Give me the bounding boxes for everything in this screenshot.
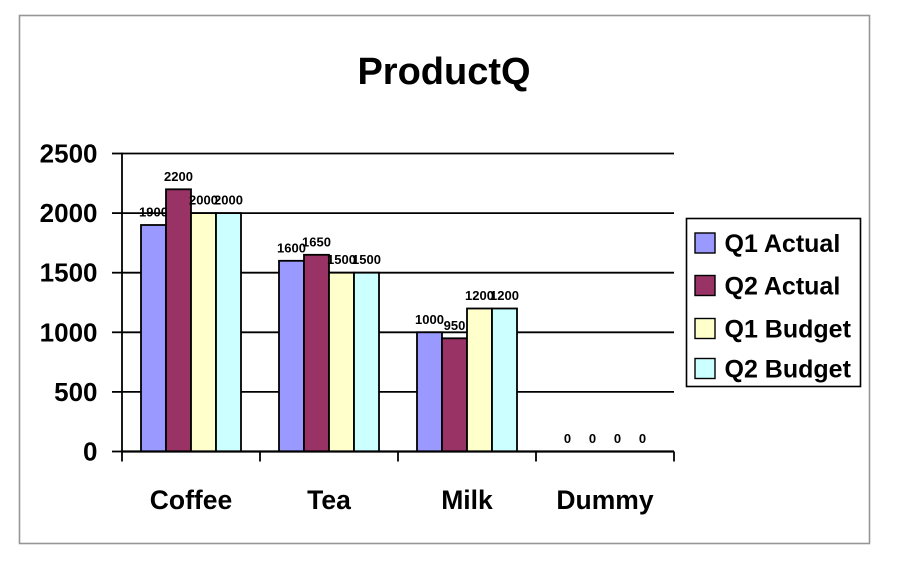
svg-text:0: 0: [614, 431, 621, 446]
svg-text:0: 0: [564, 431, 571, 446]
svg-text:2500: 2500: [40, 139, 98, 169]
svg-text:Milk: Milk: [441, 485, 493, 515]
svg-text:950: 950: [444, 318, 466, 333]
svg-text:0: 0: [83, 437, 97, 467]
svg-text:1000: 1000: [415, 312, 444, 327]
svg-text:500: 500: [54, 377, 97, 407]
svg-text:Q2 Budget: Q2 Budget: [725, 356, 852, 384]
svg-text:1200: 1200: [465, 288, 494, 303]
svg-text:Dummy: Dummy: [556, 485, 653, 515]
svg-text:1600: 1600: [277, 240, 306, 255]
svg-text:2000: 2000: [214, 193, 243, 208]
svg-text:0: 0: [589, 431, 596, 446]
svg-text:ProductQ: ProductQ: [357, 51, 530, 93]
svg-text:Q1 Actual: Q1 Actual: [725, 230, 841, 258]
svg-text:2200: 2200: [164, 169, 193, 184]
svg-text:2000: 2000: [40, 198, 98, 228]
svg-text:1900: 1900: [139, 205, 168, 220]
svg-text:2000: 2000: [189, 193, 218, 208]
svg-text:1650: 1650: [302, 234, 331, 249]
svg-text:1000: 1000: [40, 317, 98, 347]
svg-text:Q2 Actual: Q2 Actual: [725, 273, 841, 301]
svg-text:1500: 1500: [327, 252, 356, 267]
svg-text:Tea: Tea: [307, 485, 351, 515]
svg-text:1500: 1500: [352, 252, 381, 267]
svg-text:1200: 1200: [490, 288, 519, 303]
svg-text:Coffee: Coffee: [150, 485, 232, 515]
svg-text:1500: 1500: [40, 258, 98, 288]
svg-text:0: 0: [639, 431, 646, 446]
svg-text:Q1 Budget: Q1 Budget: [725, 316, 852, 344]
